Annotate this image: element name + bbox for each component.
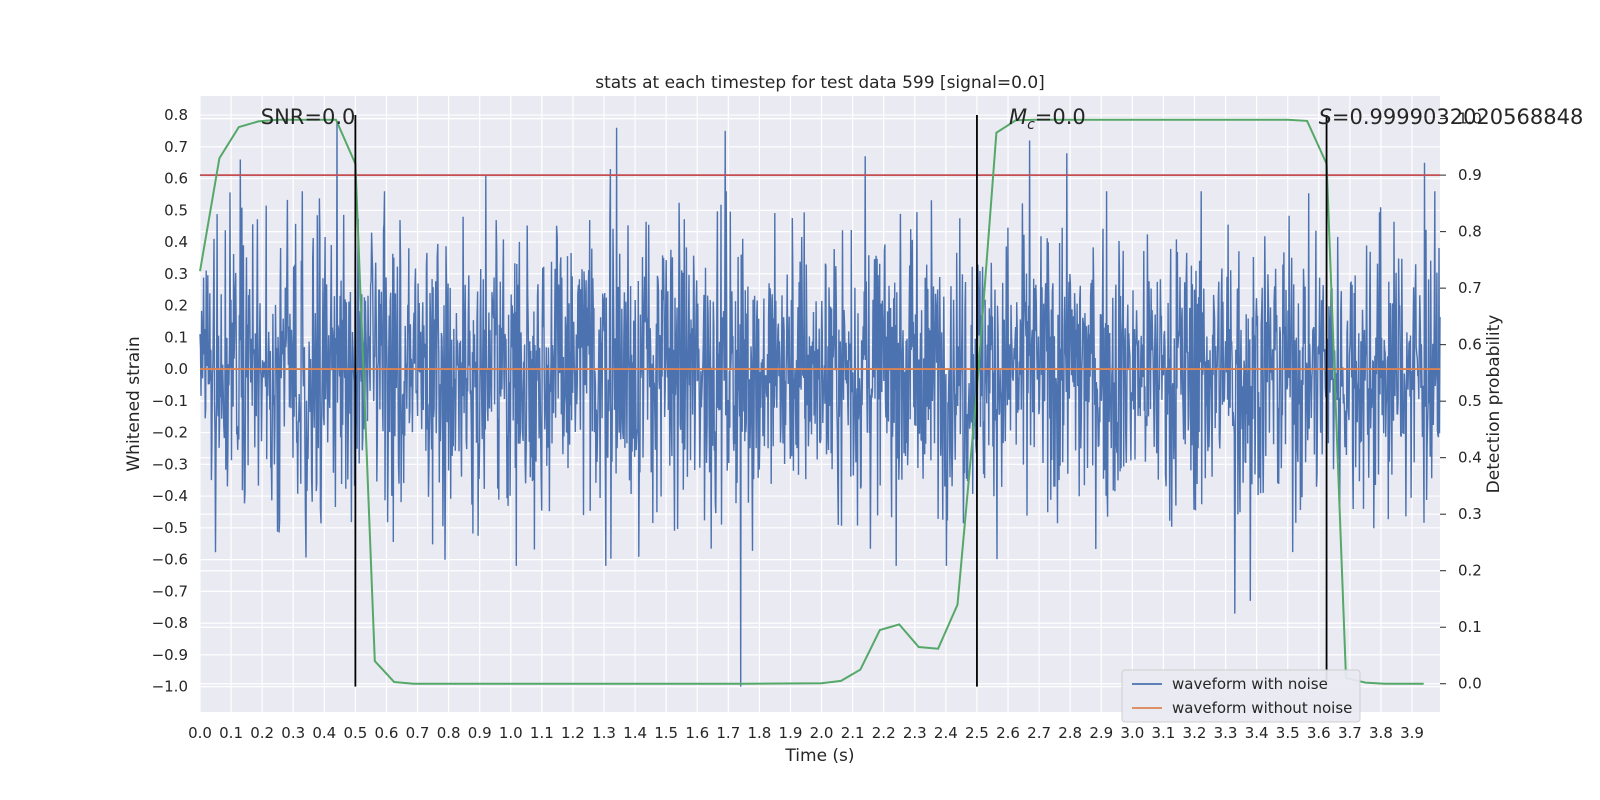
- series-waveform-with-noise: [199, 121, 1441, 687]
- x-tick-label: 2.5: [965, 724, 989, 742]
- y2-tick-label: 0.7: [1458, 279, 1482, 297]
- x-tick-label: 2.0: [810, 724, 834, 742]
- annotation: Mc=0.0: [1009, 105, 1086, 133]
- x-tick-label: 1.7: [716, 724, 740, 742]
- y2-tick-label: 0.0: [1458, 675, 1482, 693]
- y-tick-label: 0.2: [164, 297, 188, 315]
- x-tick-label: 3.6: [1307, 724, 1331, 742]
- plot-area: [199, 115, 1441, 687]
- y-tick-label: −0.4: [152, 487, 188, 505]
- legend-label-waveform-without-noise: waveform without noise: [1172, 699, 1352, 717]
- x-tick-label: 2.1: [841, 724, 865, 742]
- x-tick-label: 3.8: [1369, 724, 1393, 742]
- y-tick-label: 0.3: [164, 265, 188, 283]
- y2-tick-label: 0.2: [1458, 562, 1482, 580]
- y-tick-label: −0.6: [152, 551, 188, 569]
- x-tick-label: 2.7: [1027, 724, 1051, 742]
- x-tick-label: 0.7: [406, 724, 430, 742]
- annotation: SNR=0.0: [261, 105, 356, 129]
- x-tick-label: 0.2: [250, 724, 274, 742]
- y2-tick-label: 0.6: [1458, 336, 1482, 354]
- y-tick-label: −0.1: [152, 392, 188, 410]
- x-tick-label: 1.6: [685, 724, 709, 742]
- x-tick-label: 2.4: [934, 724, 958, 742]
- x-tick-label: 3.5: [1276, 724, 1300, 742]
- x-axis-label: Time (s): [784, 746, 854, 766]
- x-tick-label: 0.1: [219, 724, 243, 742]
- y2-tick-label: 0.3: [1458, 505, 1482, 523]
- series-detection-probability: [199, 118, 1424, 685]
- legend: waveform with noise waveform without noi…: [1121, 669, 1361, 723]
- x-tick-label: 3.1: [1151, 724, 1175, 742]
- legend-box: [1121, 669, 1361, 723]
- x-tick-label: 3.3: [1214, 724, 1238, 742]
- y-tick-label: 0.0: [164, 360, 188, 378]
- y-tick-label: −1.0: [152, 678, 188, 696]
- y-tick-label: 0.1: [164, 328, 188, 346]
- x-tick-label: 0.5: [343, 724, 367, 742]
- x-tick-label: 2.8: [1058, 724, 1082, 742]
- x-tick-label: 0.0: [188, 724, 212, 742]
- x-tick-label: 3.7: [1338, 724, 1362, 742]
- x-tick-label: 0.4: [312, 724, 336, 742]
- x-tick-label: 3.2: [1183, 724, 1207, 742]
- y-tick-label: 0.8: [164, 106, 188, 124]
- y-tick-labels: 0.8 0.7 0.6 0.5 0.4 0.3 0.2 0.1 0.0 −0.1 −0.2 −0.3 −…: [152, 106, 188, 696]
- x-tick-label: 0.8: [437, 724, 461, 742]
- x-tick-label: 1.9: [779, 724, 803, 742]
- y-tick-label: 0.4: [164, 233, 188, 251]
- y-tick-label: 0.6: [164, 170, 188, 188]
- y2-axis-label: Detection probability: [1484, 315, 1504, 494]
- y-tick-label: −0.7: [152, 582, 188, 600]
- legend-label-waveform-with-noise: waveform with noise: [1172, 675, 1328, 693]
- x-tick-label: 2.9: [1089, 724, 1113, 742]
- x-tick-label: 0.6: [375, 724, 399, 742]
- y-tick-label: 0.7: [164, 138, 188, 156]
- x-tick-label: 1.0: [499, 724, 523, 742]
- x-tick-label: 2.2: [872, 724, 896, 742]
- y2-tick-label: 1.0: [1458, 110, 1482, 128]
- x-tick-label: 0.3: [281, 724, 305, 742]
- chart-title: stats at each timestep for test data 599…: [595, 73, 1045, 93]
- y-tick-label: −0.9: [152, 646, 188, 664]
- x-tick-label: 2.3: [903, 724, 927, 742]
- y2-tick-label: 0.4: [1458, 449, 1482, 467]
- x-tick-labels: 0.0 0.1 0.2 0.3 0.4 0.5 0.6 0.7 0.8 0.9 1.0 1.1 1.2 1…: [188, 724, 1424, 742]
- y2-tick-label: 0.5: [1458, 392, 1482, 410]
- x-tick-label: 3.4: [1245, 724, 1269, 742]
- x-tick-label: 1.8: [747, 724, 771, 742]
- x-tick-label: 1.3: [592, 724, 616, 742]
- annotation: S=0.9999032020568848: [1319, 105, 1584, 129]
- y-axis-label: Whitened strain: [124, 336, 144, 471]
- y2-tick-label: 0.8: [1458, 223, 1482, 241]
- x-tick-label: 1.2: [561, 724, 585, 742]
- y-tick-label: −0.8: [152, 614, 188, 632]
- y-tick-label: −0.2: [152, 424, 188, 442]
- y-tick-label: −0.5: [152, 519, 188, 537]
- x-tick-label: 1.5: [654, 724, 678, 742]
- y2-tick-label: 0.1: [1458, 618, 1482, 636]
- x-tick-label: 2.6: [996, 724, 1020, 742]
- y-tick-label: 0.5: [164, 201, 188, 219]
- y-tick-label: −0.3: [152, 455, 188, 473]
- x-tick-label: 3.9: [1400, 724, 1424, 742]
- annotations: SNR=0.0 Mc=0.0 S=0.9999032020568848: [261, 105, 1584, 133]
- x-tick-label: 1.4: [623, 724, 647, 742]
- y2-tick-label: 0.9: [1458, 166, 1482, 184]
- x-tick-label: 3.0: [1120, 724, 1144, 742]
- x-tick-label: 0.9: [468, 724, 492, 742]
- y2-tick-labels: 1.0 0.9 0.8 0.7 0.6 0.5 0.4 0.3 0.2 0.1 0.0: [1440, 110, 1482, 693]
- x-tick-label: 1.1: [530, 724, 554, 742]
